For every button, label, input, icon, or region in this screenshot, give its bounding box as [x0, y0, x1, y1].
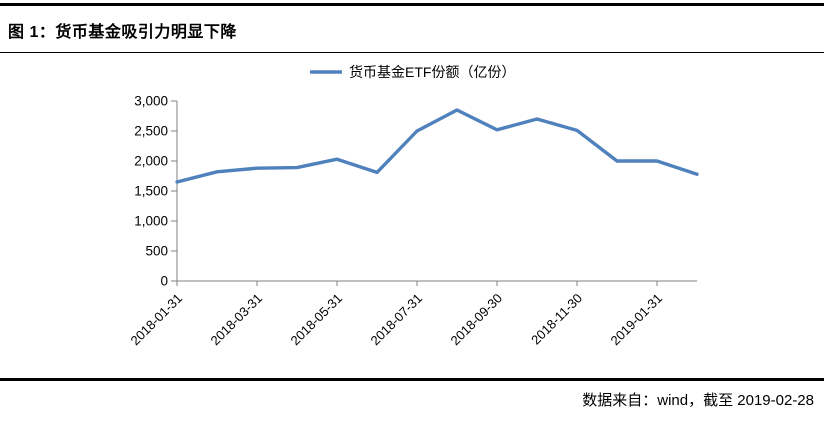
- x-axis-label: 2018-11-30: [528, 291, 585, 348]
- y-axis-label: 2,500: [134, 124, 168, 139]
- x-axis-label: 2018-05-31: [287, 291, 345, 349]
- top-divider: [0, 3, 824, 6]
- etf-share-line-chart: 货币基金ETF份额（亿份） 0 500 1,000 1,500 2,000 2,500 3,0…: [0, 55, 824, 375]
- x-axis-label: 2018-01-31: [127, 291, 185, 349]
- data-source-note: 数据来自：wind，截至 2019-02-28: [582, 392, 814, 409]
- title-divider: [0, 52, 824, 53]
- chart-canvas: 货币基金ETF份额（亿份） 0 500 1,000 1,500 2,000 2,500 3,0…: [127, 64, 699, 349]
- y-axis-label: 2,000: [134, 154, 168, 169]
- x-axis-label: 2018-09-30: [447, 291, 505, 349]
- series-line: [175, 108, 699, 184]
- footer-divider: [0, 378, 824, 381]
- x-axis-label: 2018-07-31: [367, 291, 425, 349]
- figure-title: 图 1：货币基金吸引力明显下降: [8, 24, 237, 41]
- y-axis-label: 1,000: [134, 214, 168, 229]
- y-axis-label: 500: [145, 244, 168, 259]
- y-axis-label: 3,000: [134, 94, 168, 109]
- y-axis-label: 0: [160, 274, 168, 289]
- x-axis-label: 2018-03-31: [207, 291, 265, 349]
- x-axis-label: 2019-01-31: [607, 291, 665, 349]
- y-axis-label: 1,500: [134, 184, 168, 199]
- legend-label: 货币基金ETF份额（亿份）: [349, 64, 515, 80]
